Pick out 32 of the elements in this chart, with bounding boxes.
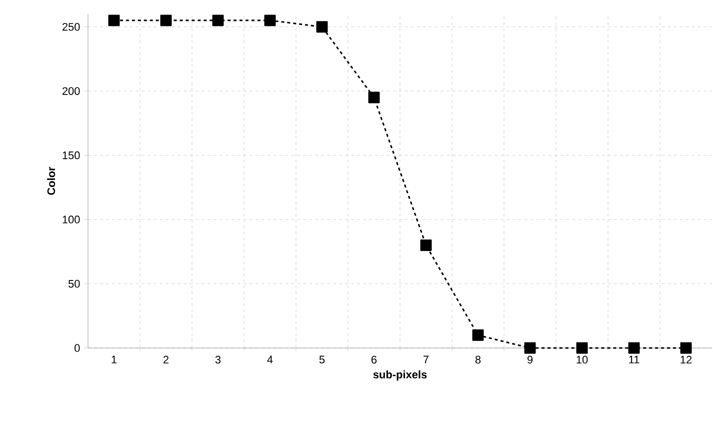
- x-tick-label: 4: [267, 356, 273, 364]
- point: [108, 14, 120, 26]
- x-tick-label: 5: [319, 356, 325, 364]
- point: [472, 329, 484, 341]
- point: [264, 14, 276, 26]
- x-tick-label: 10: [576, 356, 588, 364]
- x-tick-label: 11: [629, 356, 640, 364]
- point: [420, 240, 432, 251]
- point: [628, 342, 640, 354]
- y-tick-label: 250: [62, 22, 80, 31]
- point: [576, 342, 588, 354]
- x-tick-label: 6: [372, 356, 377, 364]
- y-tick-label: 150: [62, 151, 80, 160]
- y-tick-label: 200: [62, 87, 80, 95]
- x-tick-label: 9: [527, 356, 533, 364]
- point: [160, 14, 172, 26]
- point: [368, 92, 380, 104]
- x-tick-label: 7: [424, 356, 429, 364]
- point: [524, 342, 536, 354]
- y-tick-label: 100: [62, 216, 80, 224]
- point: [316, 21, 328, 33]
- x-tick-label: 1: [112, 356, 117, 364]
- x-tick-label: 2: [164, 356, 168, 364]
- point: [680, 342, 692, 354]
- y-tick-label: 0: [74, 344, 80, 352]
- x-tick-label: 12: [680, 356, 692, 364]
- x-tick-label: 3: [215, 356, 221, 364]
- y-axis-title: Color: [47, 166, 56, 195]
- y-tick-label: 50: [68, 280, 80, 288]
- x-tick-label: 8: [475, 356, 481, 364]
- point: [212, 14, 224, 26]
- x-axis-title: sub-pixels: [373, 370, 427, 381]
